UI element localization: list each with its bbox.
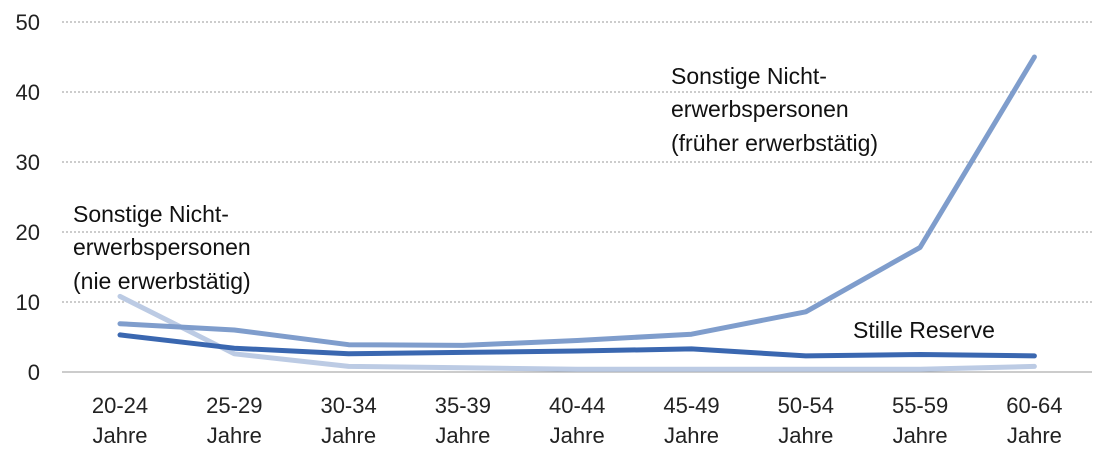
gridlines (62, 21, 1092, 373)
x-tick-label: 55-59 (892, 393, 948, 418)
annotation-nie-line-2: erwerbspersonen (73, 234, 251, 260)
x-tick-label: 35-39 (435, 393, 491, 418)
y-tick-label: 10 (16, 290, 40, 315)
y-axis-tick-labels: 0 10 20 30 40 50 (16, 10, 40, 385)
x-tick-label-unit: Jahre (664, 423, 719, 448)
annotation-stille-reserve: Stille Reserve (853, 317, 995, 343)
x-tick-label: 40-44 (549, 393, 605, 418)
annotation-frueher-line-3: (früher erwerbstätig) (671, 130, 878, 156)
series-lines (117, 54, 1037, 372)
y-tick-label: 20 (16, 220, 40, 245)
x-tick-label-unit: Jahre (92, 423, 147, 448)
y-tick-label: 30 (16, 150, 40, 175)
annotation-nie-erwerbstaetig: Sonstige Nicht- erwerbspersonen (nie erw… (73, 201, 251, 294)
y-tick-label: 50 (16, 10, 40, 35)
x-tick-label-unit: Jahre (893, 423, 948, 448)
annotation-nie-line-1: Sonstige Nicht- (73, 201, 229, 227)
x-tick-label-unit: Jahre (207, 423, 262, 448)
annotation-stille-reserve-line-1: Stille Reserve (853, 317, 995, 343)
x-tick-label: 30-34 (320, 393, 376, 418)
x-tick-label-unit: Jahre (550, 423, 605, 448)
annotation-frueher-line-2: erwerbspersonen (671, 96, 849, 122)
x-tick-label: 20-24 (92, 393, 148, 418)
x-tick-label: 50-54 (778, 393, 834, 418)
y-tick-label: 40 (16, 80, 40, 105)
x-tick-label: 45-49 (663, 393, 719, 418)
x-axis-tick-labels: 20-24 Jahre 25-29 Jahre 30-34 Jahre 35-39 Jahre… (92, 393, 1063, 448)
annotation-frueher-line-1: Sonstige Nicht- (671, 63, 827, 89)
series-line-0 (117, 54, 1037, 348)
x-tick-label: 60-64 (1006, 393, 1062, 418)
x-tick-label-unit: Jahre (321, 423, 376, 448)
x-tick-label-unit: Jahre (778, 423, 833, 448)
x-tick-label: 25-29 (206, 393, 262, 418)
y-tick-label: 0 (28, 360, 40, 385)
x-tick-label-unit: Jahre (435, 423, 490, 448)
annotation-frueher-erwerbstaetig: Sonstige Nicht- erwerbspersonen (früher … (671, 63, 878, 156)
annotation-nie-line-3: (nie erwerbstätig) (73, 268, 251, 294)
x-tick-label-unit: Jahre (1007, 423, 1062, 448)
